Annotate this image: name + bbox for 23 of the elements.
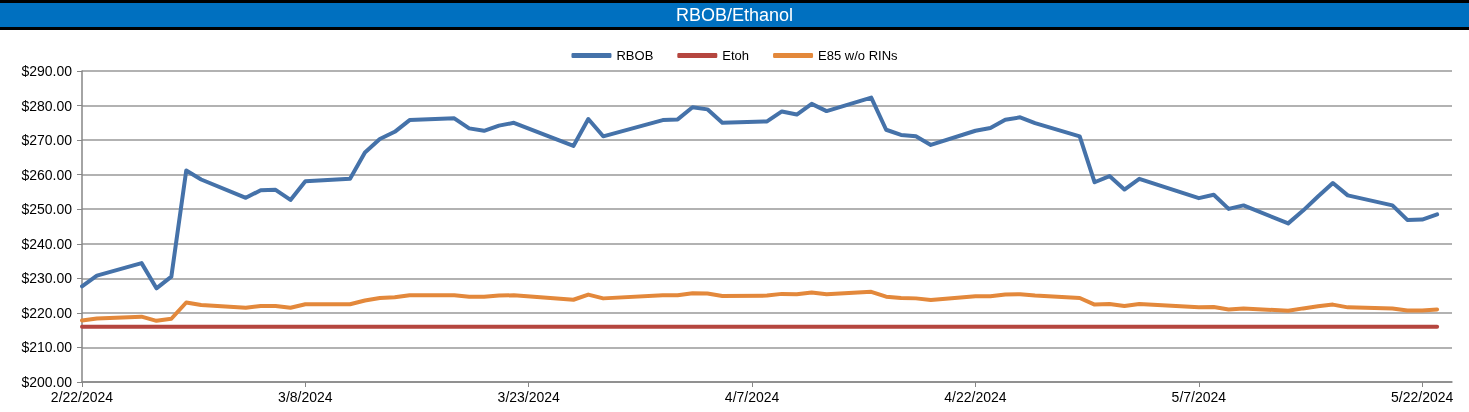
chart-title: RBOB/Ethanol bbox=[675, 5, 794, 25]
legend-label: Etoh bbox=[722, 48, 750, 63]
legend-label: E85 w/o RINs bbox=[818, 48, 899, 63]
y-tick-label: $210.00 bbox=[21, 339, 73, 356]
line-series bbox=[80, 95, 1440, 291]
x-tick-label: 5/7/2024 bbox=[1171, 389, 1227, 405]
x-tick-label: 3/8/2024 bbox=[278, 389, 333, 405]
y-tick-label: $220.00 bbox=[21, 304, 73, 321]
y-tick-label: $290.00 bbox=[21, 63, 73, 79]
x-tick-label: 4/22/2024 bbox=[944, 389, 1007, 405]
x-tick-label: 4/7/2024 bbox=[724, 389, 780, 405]
y-tick-label: $280.00 bbox=[21, 97, 73, 114]
y-tick-label: $270.00 bbox=[21, 132, 73, 149]
y-tick-label: $200.00 bbox=[21, 374, 73, 390]
x-tick-label: 3/23/2024 bbox=[497, 389, 561, 405]
x-tick-label: 2/22/2024 bbox=[50, 389, 114, 405]
y-tick-label: $250.00 bbox=[21, 201, 73, 218]
legend-label: RBOB bbox=[616, 48, 654, 63]
line-series bbox=[80, 289, 1440, 323]
x-tick-label: 5/22/2024 bbox=[1391, 389, 1454, 405]
y-tick-label: $260.00 bbox=[21, 166, 73, 183]
y-tick-label: $230.00 bbox=[21, 270, 73, 287]
y-tick-label: $240.00 bbox=[21, 235, 73, 252]
